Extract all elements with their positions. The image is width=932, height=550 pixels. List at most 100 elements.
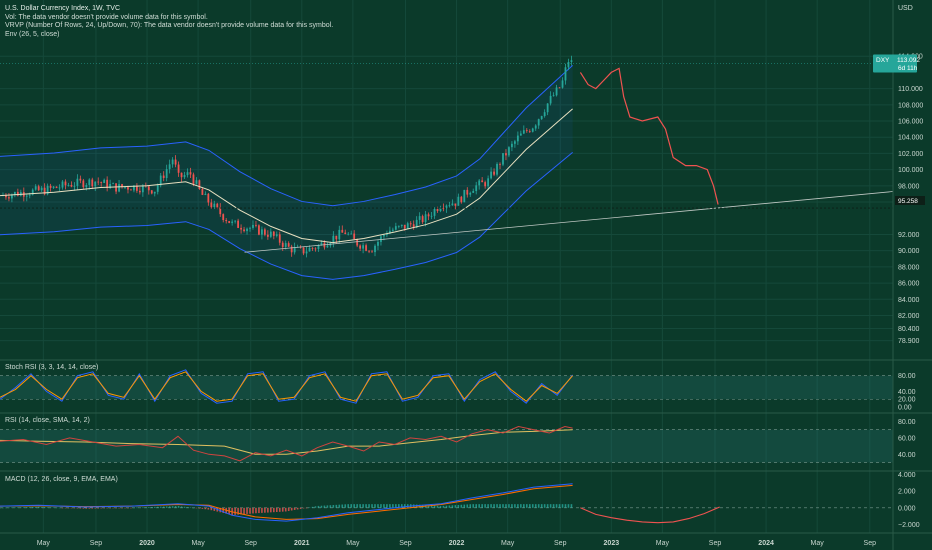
candle-body [305, 251, 308, 254]
price-tick-label: 100.000 [898, 167, 923, 174]
candle-body [76, 178, 79, 186]
candle-body [436, 208, 439, 212]
pane-tick-label: 0.00 [898, 405, 912, 412]
stoch-title[interactable]: Stoch RSI (3, 3, 14, 14, close) [5, 364, 98, 371]
candle-body [222, 214, 225, 221]
rsi-title[interactable]: RSI (14, close, SMA, 14, 2) [5, 417, 90, 424]
macd-hist-bar [517, 504, 519, 508]
candle-body [442, 208, 445, 210]
candle-body [445, 205, 448, 209]
price-tick-label: 92.000 [898, 232, 920, 239]
macd-hist-bar [490, 504, 492, 508]
macd-hist-bar [0, 507, 1, 509]
trendline[interactable] [244, 191, 894, 253]
macd-hist-bar [25, 507, 28, 508]
macd-hist-bar [380, 504, 382, 508]
price-badge-bg [873, 54, 917, 73]
pane-tick-label: 2.000 [898, 489, 916, 496]
macd-hist-bar [156, 506, 159, 508]
macd-hist-bar [112, 507, 114, 509]
envelope-band [0, 64, 573, 280]
pane-tick-label: 40.00 [898, 389, 916, 396]
candle-body [79, 178, 82, 181]
candle-body [409, 223, 412, 225]
macd-hist-bar [106, 507, 108, 509]
macd-projection-drawing[interactable] [580, 506, 720, 524]
candle-body [457, 196, 460, 206]
time-axis[interactable]: May Sep 2020 May Sep 2021 May Sep 2022 May Sep 2023… [37, 540, 876, 547]
candle-body [136, 185, 138, 191]
candle-body [558, 87, 561, 89]
candle-body [31, 189, 34, 195]
macd-hist-bar [371, 504, 373, 508]
candle-body [70, 184, 73, 187]
candle-body [484, 182, 487, 187]
macd-hist-bar [130, 507, 132, 509]
candle-body [525, 130, 528, 132]
header-env[interactable]: Env (26, 5, close) [5, 31, 59, 38]
macd-hist-bar [133, 507, 135, 509]
macd-hist-bar [103, 507, 105, 509]
candle-body [201, 188, 204, 195]
macd-hist-bar [546, 504, 549, 508]
macd-hist-bar [290, 507, 293, 511]
candle-body [511, 143, 513, 148]
time-tick-label: 2024 [758, 540, 774, 547]
macd-hist-bar [261, 507, 263, 513]
rsi-pane[interactable]: 80.00 60.00 40.00 [0, 419, 916, 463]
price-tick-label: 106.000 [898, 119, 923, 126]
projection-drawing[interactable] [579, 67, 719, 205]
candle-body [513, 141, 516, 144]
candle-body [394, 226, 397, 230]
candle-body [400, 224, 403, 226]
candle-body [255, 224, 257, 226]
macd-hist-bar [368, 504, 370, 508]
macd-hist-bar [543, 504, 546, 508]
macd-hist-bar [317, 505, 320, 508]
candle-body [228, 221, 231, 223]
candle-body [192, 174, 195, 184]
macd-hist-bar [323, 505, 326, 508]
candle-body [519, 133, 522, 136]
macd-hist-bar [174, 506, 177, 508]
candle-body [478, 180, 481, 186]
macd-hist-bar [281, 507, 284, 512]
time-tick-label: May [656, 540, 670, 547]
candle-body [198, 180, 201, 189]
candle-body [177, 164, 180, 173]
candle-body [112, 183, 114, 185]
stoch-d-line [0, 371, 573, 402]
time-tick-label: May [346, 540, 360, 547]
macd-hist-bar [481, 504, 483, 508]
macd-title[interactable]: MACD (12, 26, close, 9, EMA, EMA) [5, 476, 118, 483]
candle-body [451, 203, 454, 206]
candle-body [326, 245, 329, 248]
price-tick-label: 88.000 [898, 264, 920, 271]
candle-body [448, 205, 451, 207]
macd-hist-bar [478, 504, 480, 508]
macd-hist-bar [31, 507, 34, 508]
macd-hist-bar [338, 504, 341, 508]
candle-body [469, 192, 472, 195]
macd-pane[interactable]: 4.000 2.000 0.000 −2.000 [0, 472, 920, 529]
candle-body [97, 181, 100, 183]
candle-body [368, 250, 370, 252]
candle-body [25, 195, 28, 197]
candle-body [261, 229, 263, 235]
time-tick-label: 2020 [139, 540, 155, 547]
header-vol[interactable]: Vol: The data vendor doesn't provide vol… [5, 14, 208, 21]
candle-body [49, 185, 52, 188]
macd-hist-bar [270, 507, 272, 513]
macd-hist-bar [148, 507, 150, 508]
macd-hist-bar [61, 507, 64, 509]
candle-body [269, 231, 272, 237]
envelope-fill [0, 65, 573, 280]
currency-label[interactable]: USD [898, 5, 913, 12]
header-vrvp[interactable]: VRVP (Number Of Rows, 24, Up/Down, 70): … [5, 22, 333, 29]
macd-hist-bar [311, 506, 314, 508]
header-symbol[interactable]: U.S. Dollar Currency Index, 1W, TVC [5, 5, 120, 12]
macd-hist-bar [40, 507, 43, 508]
